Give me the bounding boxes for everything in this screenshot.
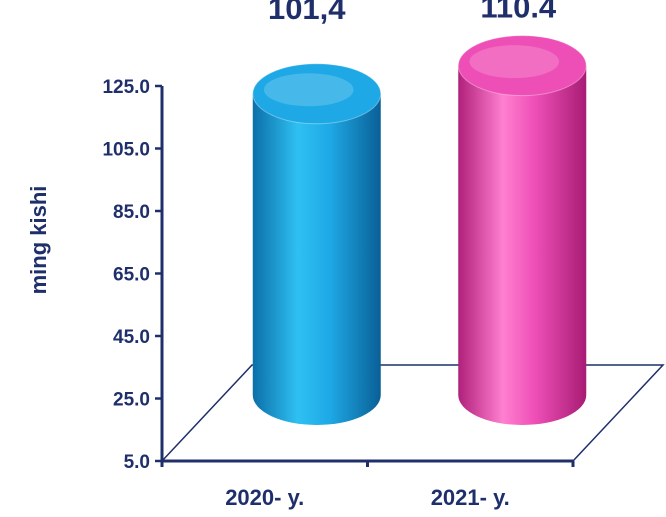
bar-2 [457, 35, 587, 425]
y-axis-label: ming kishi [26, 186, 51, 295]
bar-1 [252, 63, 382, 425]
y-tick-label: 45.0 [113, 327, 150, 348]
bars-group [252, 35, 587, 425]
y-tick-label: 65.0 [113, 265, 150, 286]
data-label: 101,4 [268, 0, 346, 26]
category-labels: 2020- y. 2021- y. [225, 485, 510, 510]
y-tick-label: 125.0 [102, 77, 150, 98]
x-tick-label: 2020- y. [225, 485, 304, 510]
x-axis [160, 461, 575, 467]
y-tick-label: 25.0 [113, 390, 150, 411]
bar-top-highlight [263, 73, 354, 107]
y-tick-label: 105.0 [102, 140, 150, 161]
y-axis: 5.0 25.0 45.0 65.0 85.0 105.0 125.0 [102, 77, 164, 473]
x-tick-label: 2021- y. [431, 485, 510, 510]
data-labels: 101,4 110.4 [268, 0, 557, 26]
bar-top [457, 35, 587, 97]
bar-body [252, 93, 381, 425]
bar-top [252, 63, 382, 125]
data-label: 110.4 [480, 0, 557, 25]
chart-floor [160, 364, 665, 462]
y-tick-label: 85.0 [113, 202, 150, 223]
bar-body [458, 65, 587, 425]
y-tick-label: 5.0 [124, 452, 150, 473]
bar-top-highlight [469, 45, 560, 79]
